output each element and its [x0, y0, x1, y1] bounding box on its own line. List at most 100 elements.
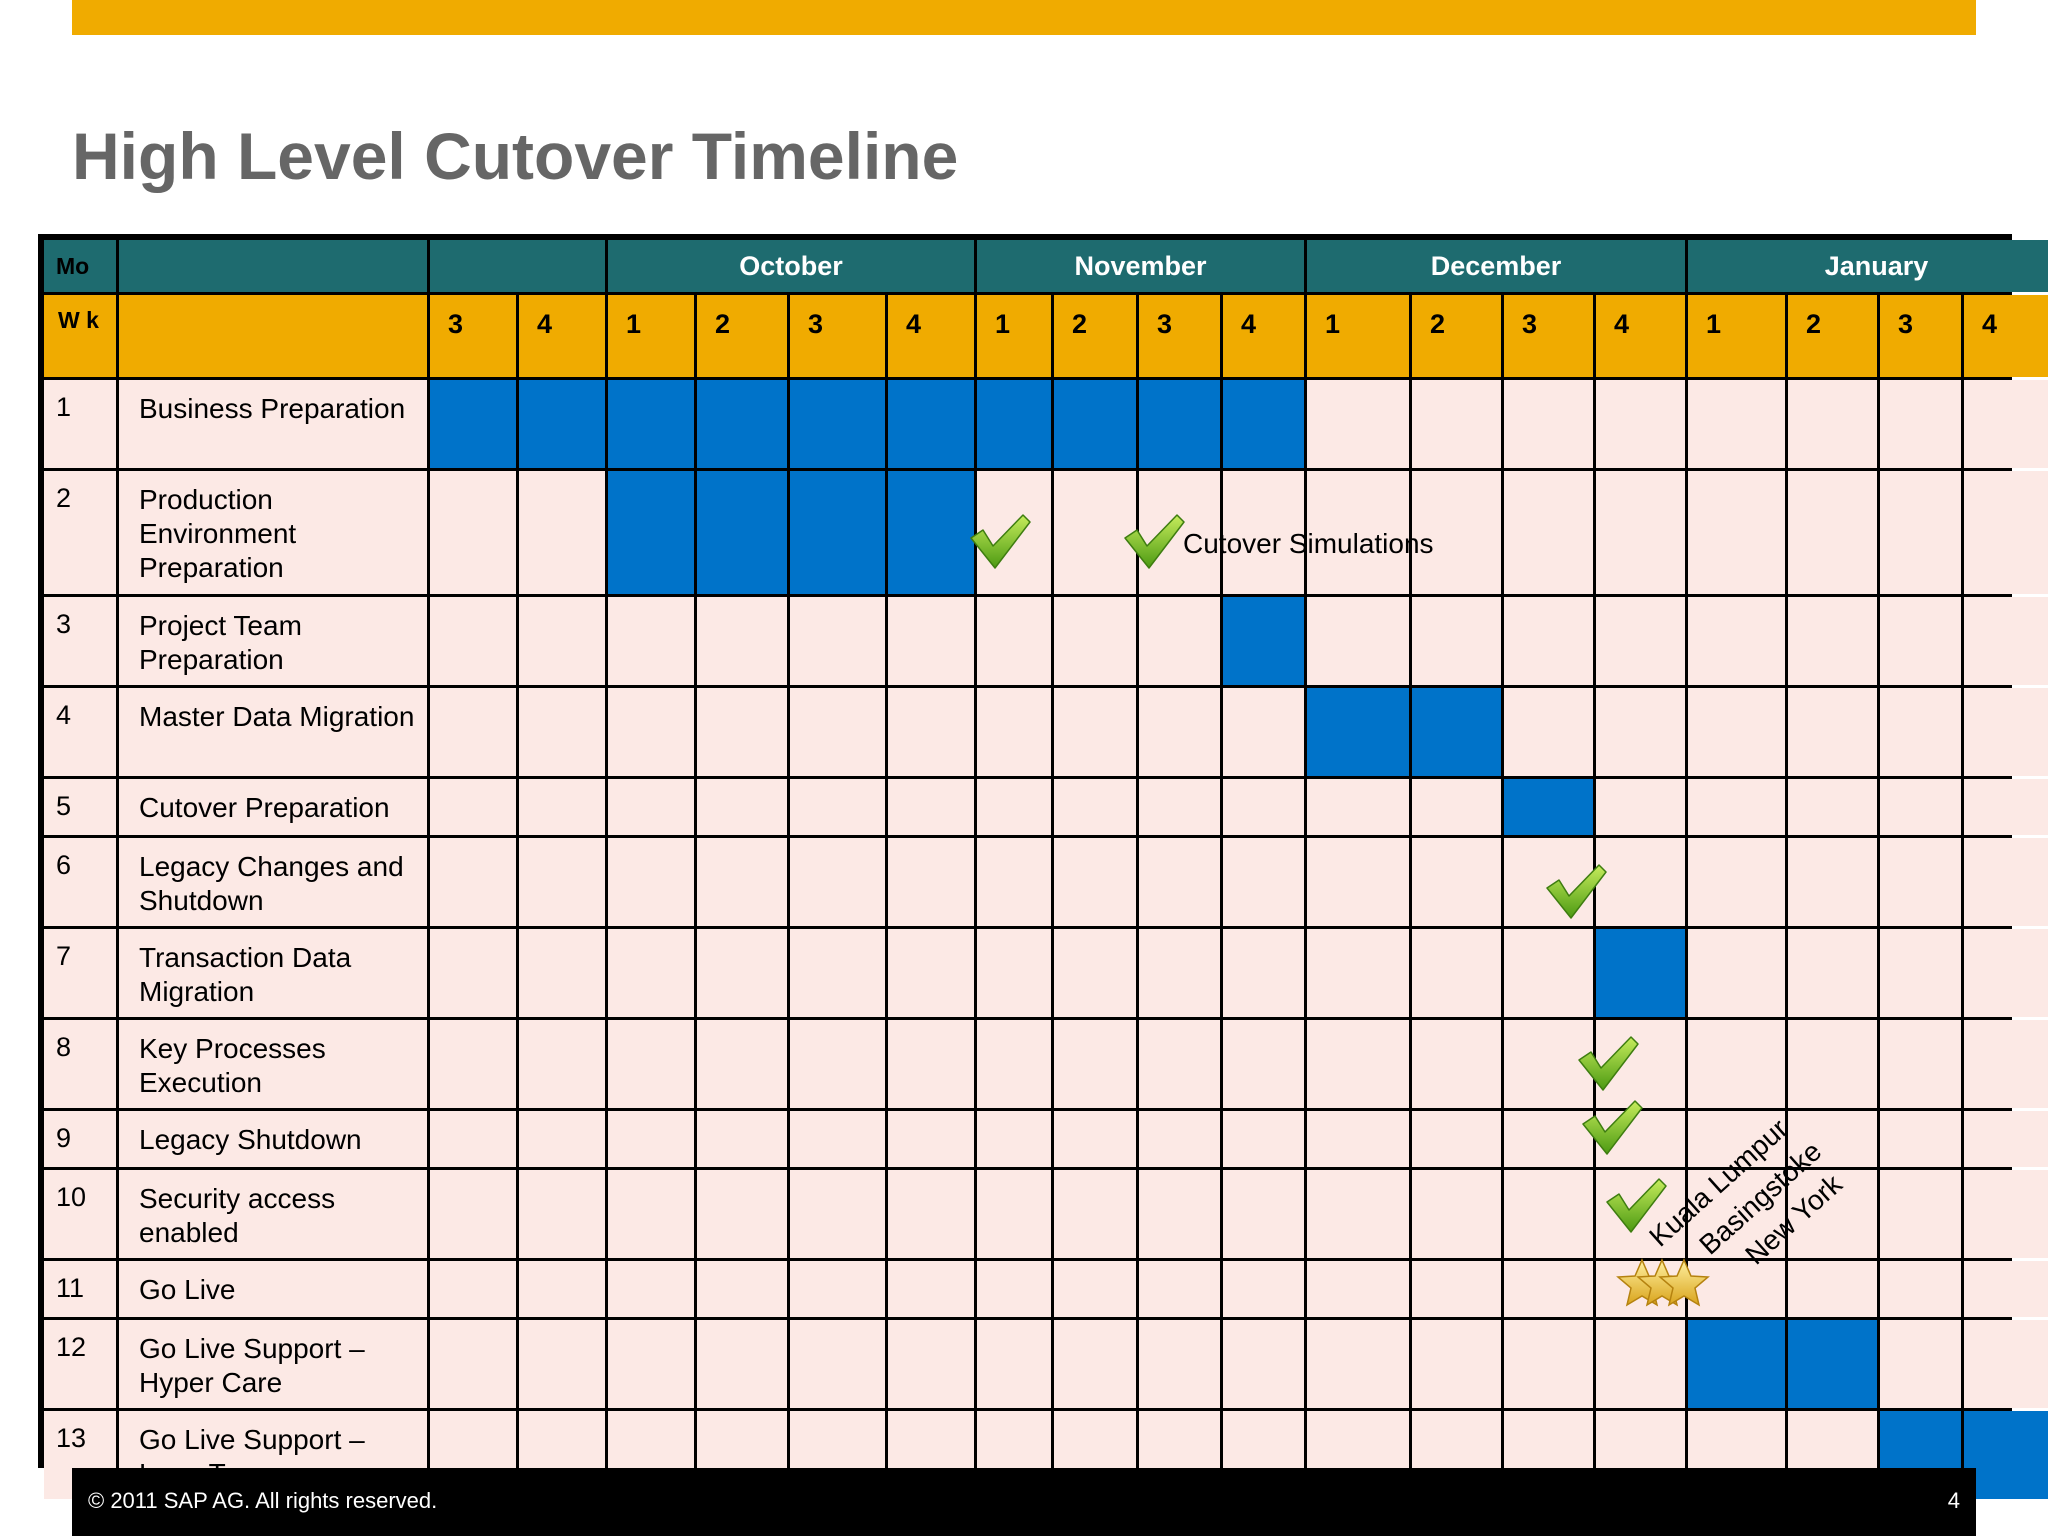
page-title: High Level Cutover Timeline: [72, 119, 959, 193]
timeline-cell: [1964, 1320, 2048, 1408]
timeline-cell: [1596, 1020, 1685, 1108]
timeline-cell: [888, 597, 974, 685]
timeline-cell: [1412, 471, 1501, 594]
task-number: 5: [44, 779, 116, 835]
timeline-cell: [1054, 1261, 1136, 1317]
copyright-text: © 2011 SAP AG. All rights reserved.: [88, 1488, 438, 1513]
timeline-bar-cell: [790, 380, 885, 468]
timeline-cell: [1788, 688, 1877, 776]
timeline-cell: [1223, 471, 1304, 594]
timeline-cell: [977, 688, 1051, 776]
week-header-cell: 1: [608, 295, 694, 377]
week-header-cell: 1: [1688, 295, 1785, 377]
timeline-cell: [1412, 838, 1501, 926]
timeline-cell: [1504, 597, 1593, 685]
timeline-cell: [519, 471, 605, 594]
cutover-simulations-label: Cutover Simulations: [1183, 528, 1434, 559]
timeline-cell: [977, 1170, 1051, 1258]
timeline-bar-cell: [888, 471, 974, 594]
timeline-cell: [608, 1020, 694, 1108]
timeline-cell: [608, 1320, 694, 1408]
timeline-cell: [430, 929, 516, 1017]
timeline-cell: [1504, 929, 1593, 1017]
timeline-cell: [608, 1261, 694, 1317]
timeline-cell: [888, 1261, 974, 1317]
timeline-cell: [790, 929, 885, 1017]
timeline-cell: [1412, 1320, 1501, 1408]
timeline-bar-cell: [1223, 380, 1304, 468]
timeline-cell: [1688, 1111, 1785, 1167]
timeline-cell: [1504, 1320, 1593, 1408]
timeline-cell: [1688, 929, 1785, 1017]
timeline-cell: [977, 1261, 1051, 1317]
timeline-cell: [1223, 779, 1304, 835]
timeline-cell: [790, 1170, 885, 1258]
timeline-bar-cell: [608, 380, 694, 468]
timeline-cell: [977, 929, 1051, 1017]
timeline-cell: [1223, 1170, 1304, 1258]
week-header-cell: 4: [1964, 295, 2048, 377]
timeline-cell: [1688, 1170, 1785, 1258]
month-header-cell: November: [977, 240, 1304, 292]
timeline-cell: [1504, 1020, 1593, 1108]
task-label: Security access enabled: [119, 1170, 427, 1258]
timeline-cell: [1139, 1111, 1220, 1167]
task-label: Master Data Migration: [119, 688, 427, 776]
timeline-cell: [977, 471, 1051, 594]
task-label: Legacy Shutdown: [119, 1111, 427, 1167]
timeline-cell: [1307, 779, 1409, 835]
timeline-cell: [1964, 380, 2048, 468]
task-number: 10: [44, 1170, 116, 1258]
timeline-bar-cell: [1054, 380, 1136, 468]
timeline-cell: [1880, 471, 1961, 594]
timeline-cell: [1504, 380, 1593, 468]
timeline-cell: [1054, 1170, 1136, 1258]
timeline-cell: [430, 688, 516, 776]
timeline-cell: [1964, 1020, 2048, 1108]
timeline-cell: [1688, 380, 1785, 468]
timeline-cell: [697, 779, 787, 835]
week-header-cell: 3: [1504, 295, 1593, 377]
timeline-cell: [1964, 1170, 2048, 1258]
timeline-cell: [888, 838, 974, 926]
timeline-cell: [1412, 779, 1501, 835]
week-header-label: W k: [44, 295, 116, 377]
timeline-cell: [1054, 1111, 1136, 1167]
timeline-cell: [1223, 688, 1304, 776]
timeline-cell: [1504, 471, 1593, 594]
month-header-cell: January: [1688, 240, 2048, 292]
timeline-cell: [1788, 1170, 1877, 1258]
timeline-cell: [519, 1320, 605, 1408]
task-number: 7: [44, 929, 116, 1017]
timeline-cell: [1596, 1320, 1685, 1408]
timeline-cell: [519, 929, 605, 1017]
timeline-cell: [697, 688, 787, 776]
timeline-cell: [1596, 1170, 1685, 1258]
timeline-cell: [888, 1170, 974, 1258]
timeline-cell: [1596, 471, 1685, 594]
timeline-cell: [1688, 1020, 1785, 1108]
timeline-cell: [1596, 1261, 1685, 1317]
timeline-cell: [1964, 597, 2048, 685]
timeline-cell: [1139, 1320, 1220, 1408]
timeline-cell: [430, 1020, 516, 1108]
timeline-cell: [1788, 597, 1877, 685]
timeline-cell: [519, 1261, 605, 1317]
timeline-cell: [977, 597, 1051, 685]
timeline-cell: [608, 779, 694, 835]
timeline-cell: [519, 1170, 605, 1258]
timeline-cell: [1139, 1020, 1220, 1108]
month-header-blank: [119, 240, 427, 292]
timeline-cell: [1139, 838, 1220, 926]
timeline-cell: [1223, 838, 1304, 926]
timeline-cell: [790, 1020, 885, 1108]
timeline-cell: [430, 1320, 516, 1408]
timeline-cell: [1964, 688, 2048, 776]
timeline-cell: [1412, 1020, 1501, 1108]
timeline-cell: [1504, 1261, 1593, 1317]
timeline-cell: [1788, 838, 1877, 926]
timeline-cell: [1688, 688, 1785, 776]
timeline-cell: [888, 1320, 974, 1408]
timeline-cell: [790, 1320, 885, 1408]
